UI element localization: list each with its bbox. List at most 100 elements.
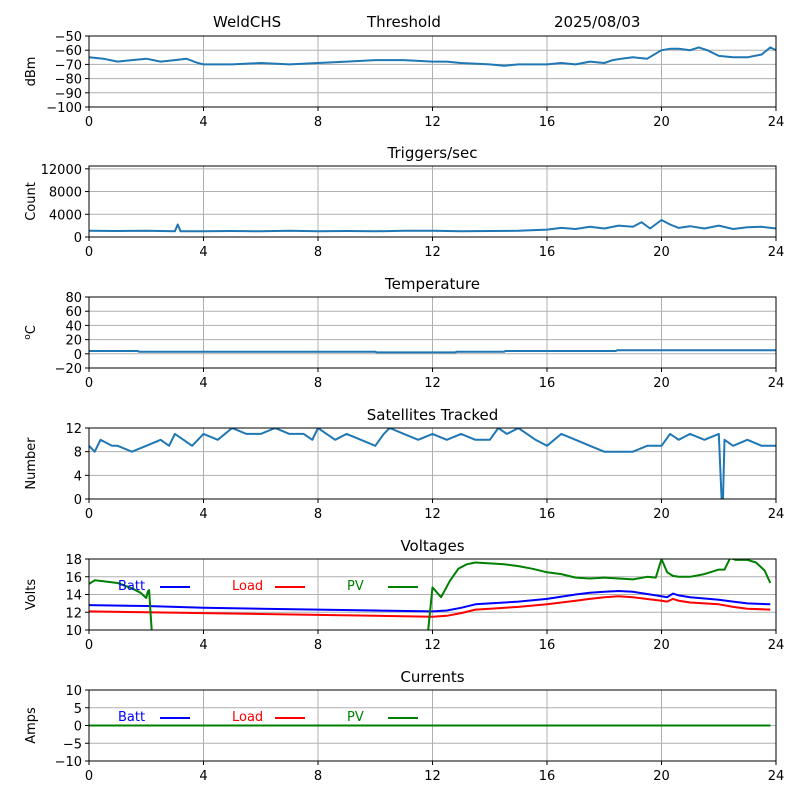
- y-axis-label: Count: [24, 182, 39, 221]
- x-tick-label: 16: [539, 245, 556, 260]
- chart-panel-voltages: 0 4 8 12 16 20 24 10 12 14 16 18 Voltages Volts Batt Lo…: [24, 537, 784, 653]
- x-tick-label: 24: [768, 638, 785, 653]
- chart-panel-currents: 0 4 8 12 16 20 24 −10 −5 0 5 10 Currents Amps Batt Load…: [24, 668, 784, 784]
- chart-panel-triggers: 0 4 8 12 16 20 24 0 4000 8000 12000 Triggers/sec Cou…: [24, 144, 784, 260]
- x-tick-label: 8: [314, 115, 322, 130]
- y-tick-label: 8000: [49, 186, 82, 201]
- legend-label-load: Load: [232, 710, 263, 725]
- x-tick-label: 12: [424, 507, 441, 522]
- x-tick-label: 24: [768, 507, 785, 522]
- series-line-data: [89, 46, 776, 67]
- x-tick-label: 16: [539, 769, 556, 784]
- x-tick-label: 0: [85, 507, 93, 522]
- y-tick-label: 0: [74, 231, 82, 246]
- x-tick-label: 24: [768, 769, 785, 784]
- series-line-pv: [89, 559, 772, 630]
- x-tick-label: 12: [424, 769, 441, 784]
- panel-title: Triggers/sec: [387, 144, 478, 162]
- panel-title: Temperature: [384, 275, 480, 293]
- y-tick-label: 4: [74, 469, 82, 484]
- y-tick-label: −50: [55, 30, 82, 45]
- x-tick-label: 12: [424, 638, 441, 653]
- report-date: 2025/08/03: [554, 13, 640, 31]
- x-tick-label: 0: [85, 638, 93, 653]
- x-tick-label: 8: [314, 769, 322, 784]
- x-tick-label: 12: [424, 376, 441, 391]
- panel-title: Currents: [400, 668, 464, 686]
- chart-panel-satellites: 0 4 8 12 16 20 24 0 4 8 12 Satellites Tracked Number: [24, 406, 784, 522]
- y-tick-label: 0: [74, 348, 82, 363]
- x-tick-label: 16: [539, 638, 556, 653]
- legend-label-pv: PV: [347, 579, 364, 594]
- ylabel-unit: C: [24, 325, 39, 334]
- x-tick-label: 8: [314, 507, 322, 522]
- y-tick-label: −70: [55, 58, 82, 73]
- y-tick-label: 16: [65, 571, 82, 586]
- x-tick-label: 16: [539, 376, 556, 391]
- x-tick-label: 20: [653, 769, 670, 784]
- y-tick-label: 18: [65, 553, 82, 568]
- x-tick-label: 8: [314, 245, 322, 260]
- y-tick-label: 20: [65, 334, 82, 349]
- y-tick-label: 12000: [41, 163, 82, 178]
- y-axis-label: oC: [23, 325, 39, 340]
- x-tick-label: 16: [539, 507, 556, 522]
- y-tick-label: −60: [55, 44, 82, 59]
- y-tick-label: −90: [55, 87, 82, 102]
- header-svg: WeldCHS Threshold 2025/08/03: [213, 13, 640, 31]
- series-line-load: [89, 595, 771, 618]
- ylabel-degree: o: [23, 334, 33, 340]
- y-tick-label: 0: [74, 720, 82, 735]
- y-axis-label: Volts: [24, 579, 39, 611]
- x-tick-label: 0: [85, 769, 93, 784]
- x-tick-label: 4: [199, 507, 207, 522]
- legend-label-pv: PV: [347, 710, 364, 725]
- legend-label-batt: Batt: [118, 710, 145, 725]
- legend-label-load: Load: [232, 579, 263, 594]
- x-tick-label: 4: [199, 769, 207, 784]
- y-axis-label: Amps: [24, 707, 39, 744]
- x-tick-label: 12: [424, 115, 441, 130]
- series-line-data: [89, 219, 776, 233]
- x-tick-label: 24: [768, 376, 785, 391]
- y-tick-label: 10: [65, 684, 82, 699]
- y-tick-label: 5: [74, 702, 82, 717]
- series-line-data: [89, 349, 776, 354]
- x-tick-label: 0: [85, 376, 93, 391]
- y-tick-label: −20: [55, 362, 82, 377]
- y-tick-label: −5: [63, 737, 82, 752]
- x-tick-label: 20: [653, 376, 670, 391]
- chart-panel-signal: 0 4 8 12 16 20 24 −100−90−80−70−60−50 dBm: [24, 30, 784, 130]
- x-tick-label: 16: [539, 115, 556, 130]
- y-tick-label: 40: [65, 319, 82, 334]
- x-tick-label: 24: [768, 245, 785, 260]
- x-tick-label: 4: [199, 115, 207, 130]
- x-tick-label: 12: [424, 245, 441, 260]
- x-tick-label: 0: [85, 245, 93, 260]
- y-tick-label: 14: [65, 589, 82, 604]
- panel-title: Satellites Tracked: [367, 406, 498, 424]
- legend-label-batt: Batt: [118, 579, 145, 594]
- x-tick-label: 0: [85, 115, 93, 130]
- x-tick-label: 20: [653, 507, 670, 522]
- series-line-data: [89, 428, 776, 499]
- y-tick-label: 12: [65, 422, 82, 437]
- x-tick-label: 24: [768, 115, 785, 130]
- y-tick-label: 80: [65, 291, 82, 306]
- y-tick-label: −10: [55, 755, 82, 770]
- x-tick-label: 20: [653, 638, 670, 653]
- y-tick-label: 60: [65, 305, 82, 320]
- y-tick-label: 0: [74, 493, 82, 508]
- x-tick-label: 4: [199, 376, 207, 391]
- y-tick-label: 10: [65, 624, 82, 639]
- y-axis-label: Number: [24, 437, 39, 490]
- x-tick-label: 20: [653, 245, 670, 260]
- mode-label: Threshold: [366, 13, 441, 31]
- y-tick-label: 8: [74, 446, 82, 461]
- x-tick-label: 20: [653, 115, 670, 130]
- y-axis-label: dBm: [24, 57, 39, 87]
- x-tick-label: 4: [199, 245, 207, 260]
- x-tick-label: 8: [314, 638, 322, 653]
